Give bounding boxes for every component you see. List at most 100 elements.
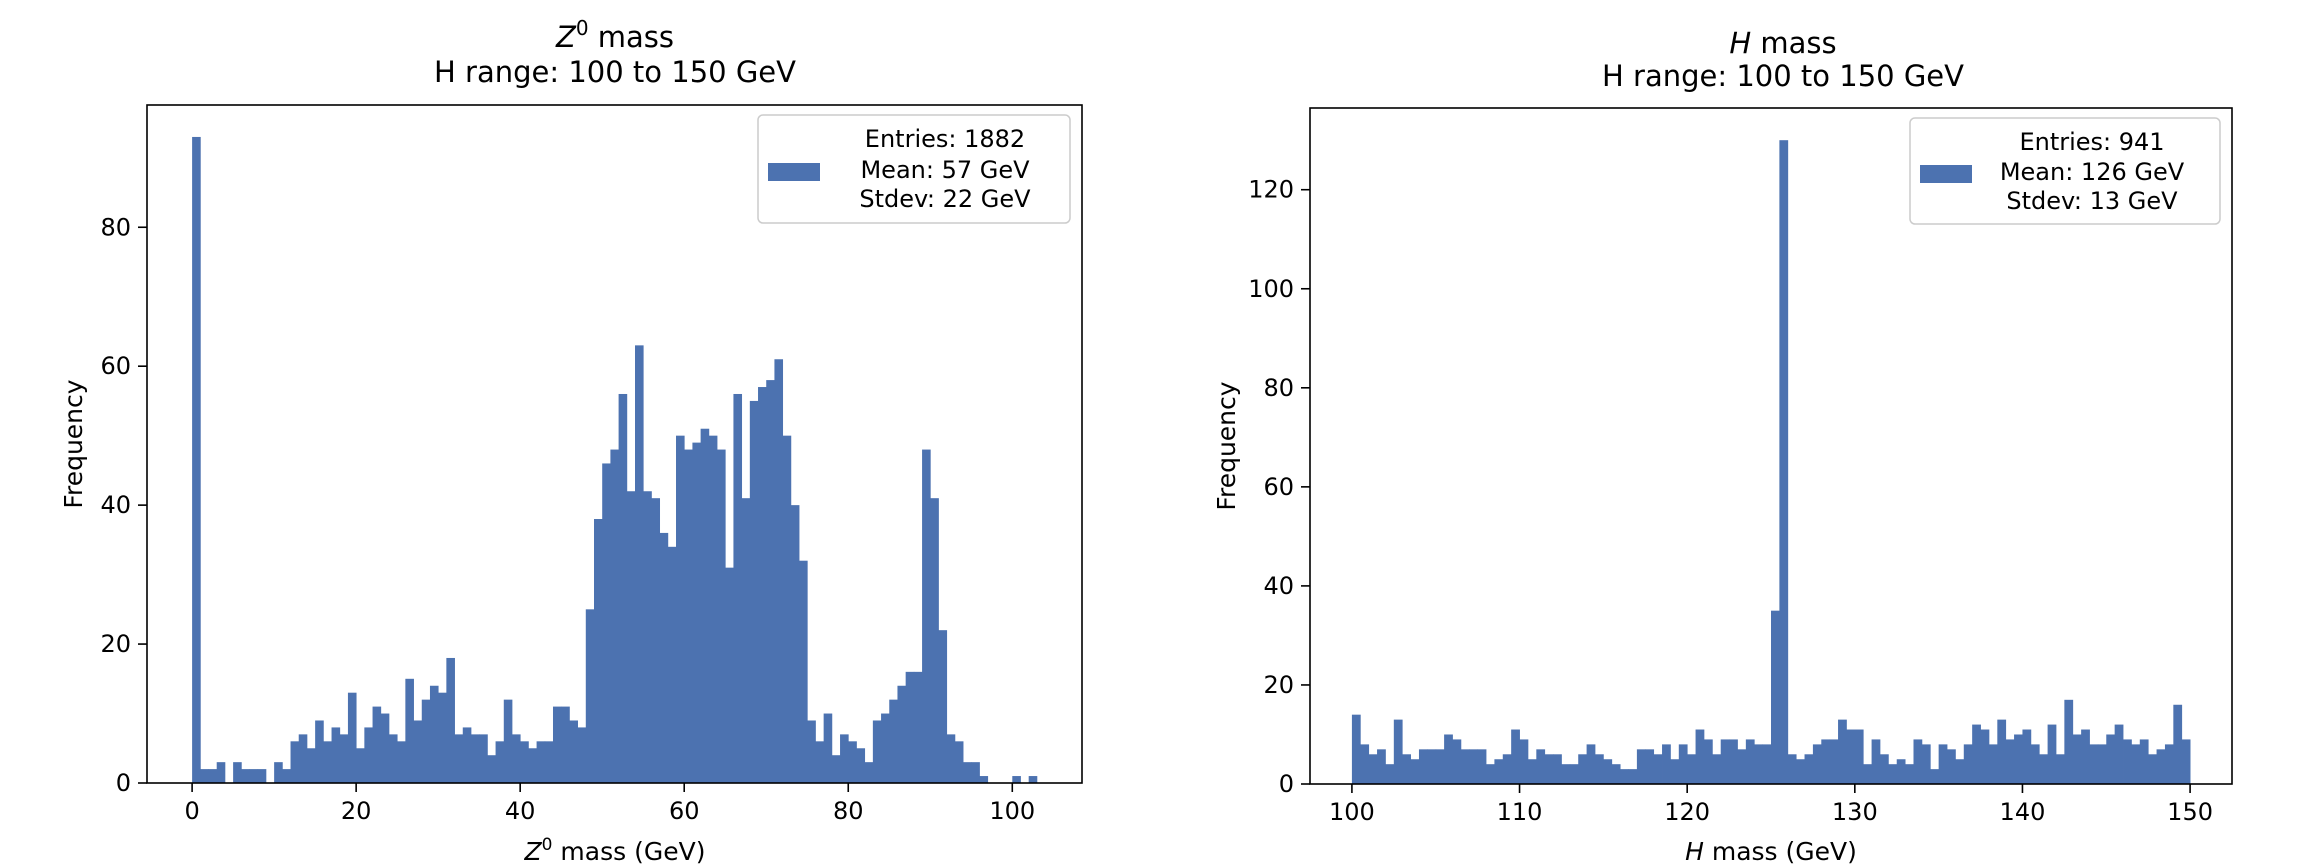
h-bar-29 xyxy=(1594,754,1604,784)
h-bar-17 xyxy=(1494,759,1504,784)
z-bar-88 xyxy=(913,671,923,783)
h-bar-5 xyxy=(1393,719,1403,784)
h-bar-70 xyxy=(1938,744,1948,784)
h-bar-90 xyxy=(2106,734,2116,784)
h-chart-subtitle: H range: 100 to 150 GeV xyxy=(1602,59,1964,93)
h-bar-56 xyxy=(1821,739,1831,784)
h-bar-44 xyxy=(1720,739,1730,784)
h-bar-59 xyxy=(1846,729,1856,784)
z-bar-3 xyxy=(216,762,226,783)
z-plot-frame xyxy=(146,104,1083,784)
z-bar-43 xyxy=(544,741,554,783)
z-bar-33 xyxy=(462,727,472,783)
z-bar-77 xyxy=(823,713,833,783)
h-bar-79 xyxy=(2014,734,2023,784)
h-bar-42 xyxy=(1703,739,1713,784)
h-chart-title: H mass xyxy=(1729,26,1836,60)
h-bar-64 xyxy=(1888,764,1898,784)
h-bar-74 xyxy=(1972,724,1981,784)
h-y-tick-label: 60 xyxy=(1263,473,1294,501)
z-legend-mean: Mean: 57 GeV xyxy=(860,156,1030,184)
z-bar-100 xyxy=(1012,776,1021,783)
h-bar-12 xyxy=(1452,739,1462,784)
h-bar-96 xyxy=(2156,749,2166,784)
h-bar-31 xyxy=(1611,764,1621,784)
z-bar-2 xyxy=(208,769,218,783)
h-x-tick-label: 130 xyxy=(1832,798,1878,826)
z-bar-10 xyxy=(274,762,283,783)
z-bar-31 xyxy=(446,657,455,783)
z-x-tick-label: 100 xyxy=(989,797,1035,825)
h-bar-8 xyxy=(1418,749,1428,784)
h-bar-68 xyxy=(1921,744,1931,784)
h-bar-43 xyxy=(1712,754,1722,784)
h-x-axis-label: H mass (GeV) xyxy=(1685,837,1857,866)
z-bar-69 xyxy=(758,387,767,783)
z-bar-58 xyxy=(667,546,677,783)
h-y-tick-label: 40 xyxy=(1263,572,1294,600)
h-bar-41 xyxy=(1695,729,1705,784)
z-bar-68 xyxy=(749,400,759,783)
h-bars xyxy=(1351,140,2191,784)
h-legend-entries: Entries: 941 xyxy=(2019,128,2164,156)
z-bar-66 xyxy=(733,393,743,783)
z-bar-12 xyxy=(290,741,300,783)
h-bar-55 xyxy=(1812,744,1822,784)
z-bar-60 xyxy=(684,449,693,783)
z-y-ticks: 0 20 40 60 80 xyxy=(100,213,147,797)
h-bar-80 xyxy=(2022,729,2032,784)
h-bar-95 xyxy=(2148,754,2157,784)
z-bar-21 xyxy=(364,727,373,783)
h-bar-71 xyxy=(1947,749,1956,784)
z-bar-92 xyxy=(946,734,956,783)
h-bar-33 xyxy=(1628,769,1638,784)
z-bar-48 xyxy=(585,609,595,783)
z-bar-17 xyxy=(331,727,341,783)
z-chart-title: Z0 mass xyxy=(555,16,674,54)
z-bar-35 xyxy=(479,734,488,783)
h-bar-49 xyxy=(1762,744,1772,784)
z-bar-23 xyxy=(380,713,390,783)
h-bar-46 xyxy=(1737,749,1747,784)
z-bar-37 xyxy=(495,741,505,783)
z-bar-55 xyxy=(643,491,652,783)
z-legend-box xyxy=(757,114,1071,224)
h-bar-53 xyxy=(1796,759,1805,784)
z-bar-82 xyxy=(864,762,874,783)
z-chart-subtitle: H range: 100 to 150 GeV xyxy=(434,55,796,89)
h-bar-73 xyxy=(1963,744,1973,784)
h-bar-78 xyxy=(2005,739,2015,784)
h-bar-3 xyxy=(1377,749,1386,784)
h-bar-51 xyxy=(1779,140,1789,784)
z-bar-15 xyxy=(315,720,324,783)
z-legend-stdev: Stdev: 22 GeV xyxy=(859,185,1031,213)
z-bar-44 xyxy=(552,706,562,783)
h-bar-76 xyxy=(1988,744,1998,784)
z-bar-49 xyxy=(594,519,603,783)
h-bar-72 xyxy=(1955,759,1965,784)
z-bar-76 xyxy=(815,741,825,783)
h-x-tick-label: 120 xyxy=(1664,798,1710,826)
h-x-tick-label: 110 xyxy=(1497,798,1543,826)
h-bar-48 xyxy=(1754,744,1764,784)
z-bar-65 xyxy=(725,567,734,783)
z-bar-72 xyxy=(782,435,792,783)
z-bar-96 xyxy=(979,776,989,783)
h-bar-9 xyxy=(1427,749,1437,784)
h-bar-50 xyxy=(1771,610,1780,784)
h-x-ticks: 100 110 120 130 140 150 xyxy=(1329,784,2213,826)
z-bar-41 xyxy=(528,748,537,783)
z-bar-78 xyxy=(831,755,841,783)
z-bar-27 xyxy=(413,720,423,783)
z-bar-40 xyxy=(520,741,529,783)
z-legend-swatch xyxy=(768,163,820,181)
h-bar-20 xyxy=(1519,739,1529,784)
h-bar-98 xyxy=(2173,704,2183,784)
h-y-tick-label: 120 xyxy=(1248,176,1294,204)
z-bar-63 xyxy=(708,435,718,783)
z-bar-64 xyxy=(717,449,726,783)
h-bar-30 xyxy=(1603,759,1613,784)
z-bar-79 xyxy=(840,734,849,783)
h-bar-16 xyxy=(1486,764,1495,784)
